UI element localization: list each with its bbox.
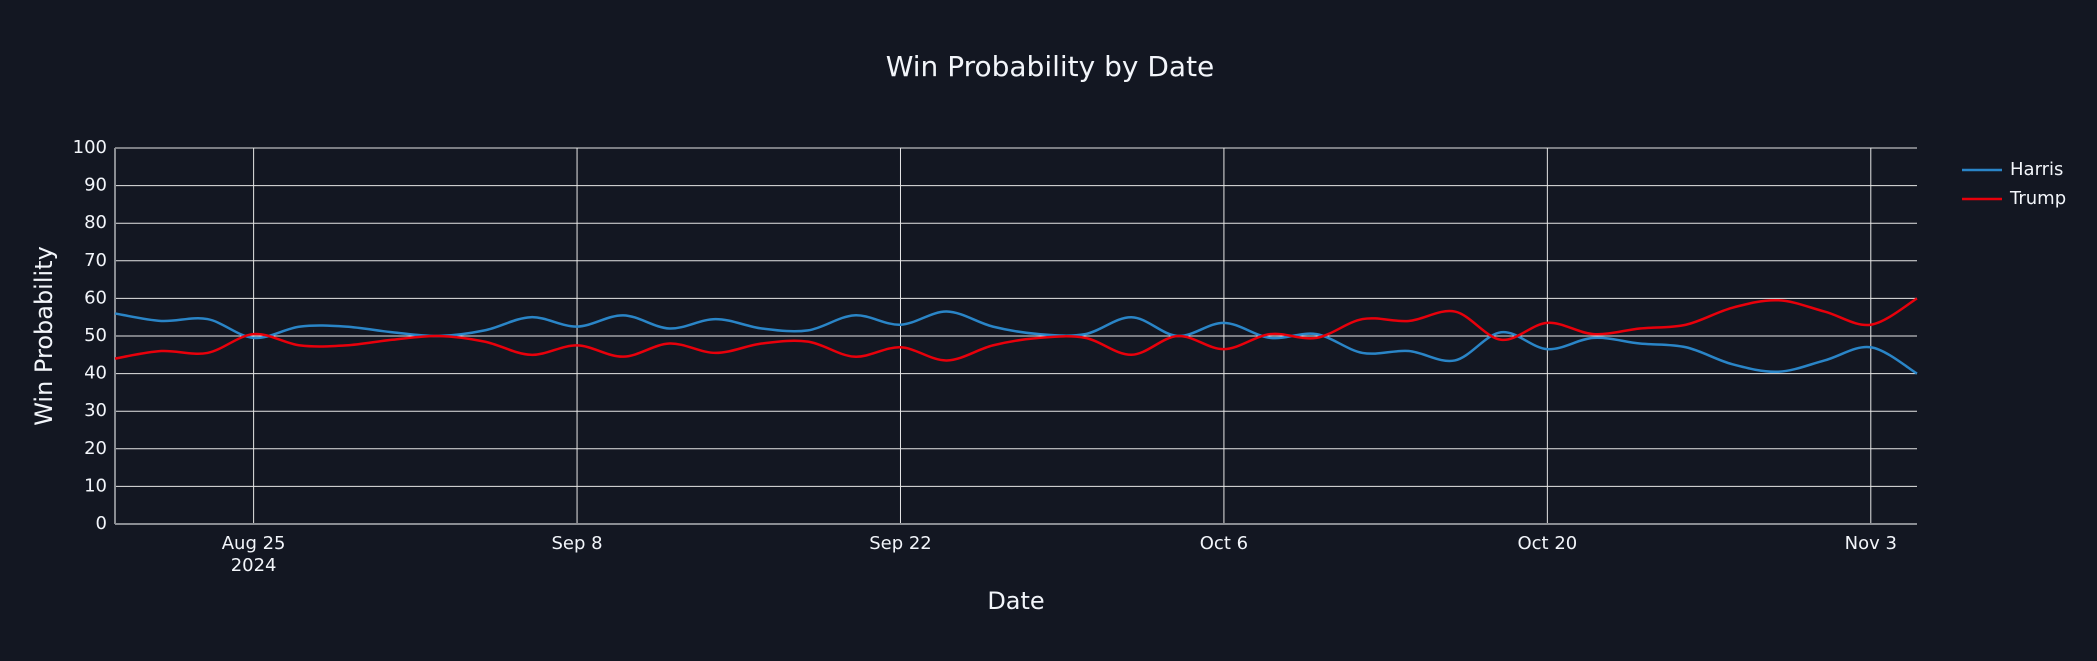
x-tick-label: Oct 20 — [1517, 533, 1577, 554]
x-tick-label-line: Oct 20 — [1517, 533, 1577, 554]
y-axis-title: Win Probability — [30, 246, 58, 426]
chart-title: Win Probability by Date — [886, 50, 1215, 83]
y-tick-label: 20 — [84, 438, 107, 459]
legend-label: Harris — [2010, 159, 2063, 180]
y-tick-label: 80 — [84, 212, 107, 233]
y-tick-label: 0 — [96, 513, 107, 534]
y-tick-label: 70 — [84, 250, 107, 271]
x-tick-label: Nov 3 — [1845, 533, 1897, 554]
x-tick-label-line: Oct 6 — [1200, 533, 1248, 554]
x-tick-label: Sep 8 — [551, 533, 602, 554]
y-tick-label: 30 — [84, 400, 107, 421]
x-axis-title: Date — [987, 587, 1044, 615]
line-series — [114, 297, 1918, 362]
line-series — [114, 310, 1918, 375]
x-tick-label: Oct 6 — [1200, 533, 1248, 554]
y-tick-label: 50 — [84, 325, 107, 346]
x-tick-label: Aug 25 2024 — [222, 533, 286, 576]
x-tick-label-line: Nov 3 — [1845, 533, 1897, 554]
x-tick-label: Sep 22 — [869, 533, 932, 554]
x-tick-label-line: Sep 22 — [869, 533, 932, 554]
x-tick-label-line: 2024 — [231, 555, 277, 576]
y-tick-label: 100 — [73, 137, 107, 158]
y-tick-label: 40 — [84, 363, 107, 384]
y-tick-label: 10 — [84, 475, 107, 496]
y-tick-label: 60 — [84, 287, 107, 308]
legend-label: Trump — [2009, 188, 2066, 209]
y-tick-label: 90 — [84, 175, 107, 196]
x-tick-label-line: Sep 8 — [551, 533, 602, 554]
x-tick-label-line: Aug 25 — [222, 533, 286, 554]
